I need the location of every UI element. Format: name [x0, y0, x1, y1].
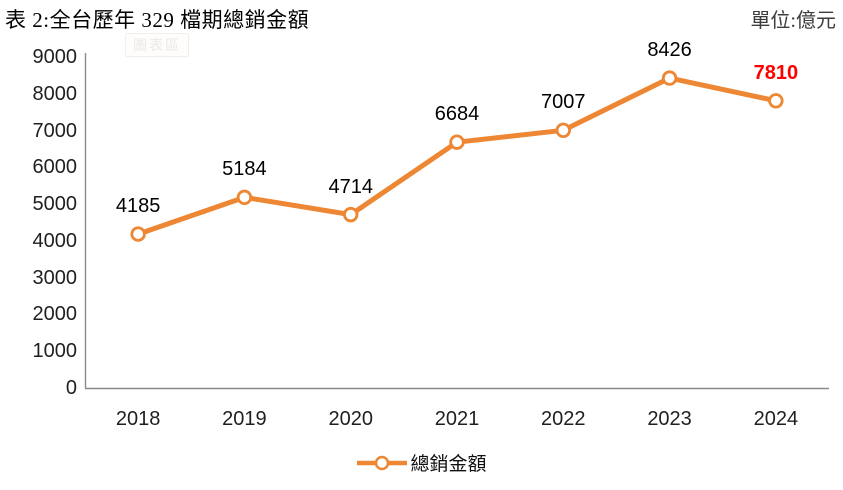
chart-legend: 總銷金額: [0, 449, 843, 476]
y-axis-tick-label: 6000: [32, 156, 78, 179]
y-axis-tick-label: 5000: [32, 193, 78, 216]
chart-title: 表 2:全台歷年 329 檔期總銷金額: [5, 8, 310, 32]
data-label: 7810: [753, 61, 799, 84]
y-axis-tick-label: 4000: [32, 229, 78, 252]
x-axis-tick-label: 2021: [434, 408, 480, 430]
y-axis-tick-label: 3000: [32, 266, 78, 289]
x-axis-tick-label: 2018: [115, 408, 161, 430]
series-line: [135, 75, 779, 237]
y-axis-tick-label: 9000: [32, 46, 78, 68]
chart-area-tooltip: 圖表區: [125, 33, 189, 57]
x-axis-tick-label: 2019: [222, 408, 267, 430]
data-point-marker: [555, 122, 571, 138]
y-axis-tick-label: 7000: [32, 119, 78, 142]
y-axis-tick-label: 8000: [32, 82, 78, 105]
data-point-marker: [236, 189, 253, 206]
y-axis-tick-label: 0: [65, 377, 77, 399]
data-point-marker: [449, 134, 465, 150]
x-axis-tick-label: 2023: [647, 408, 692, 430]
data-label: 4714: [328, 175, 373, 198]
y-axis-tick-label: 1000: [32, 340, 78, 363]
data-label: 8426: [647, 39, 692, 62]
data-point-marker: [768, 93, 784, 109]
y-axis-tick-label: 2000: [32, 303, 78, 326]
legend-label: 總銷金額: [410, 454, 487, 475]
data-point-marker: [661, 70, 678, 86]
x-axis-tick-label: 2020: [328, 408, 373, 430]
data-point-marker: [130, 226, 146, 242]
legend-line-marker-icon: [357, 455, 408, 470]
data-label: 5184: [222, 158, 267, 181]
data-label: 4185: [115, 195, 161, 218]
unit-label: 單位:億元: [750, 10, 836, 32]
x-axis-tick-label: 2022: [541, 408, 586, 430]
data-label: 7007: [541, 91, 586, 114]
chart-header: 表 2:全台歷年 329 檔期總銷金額 單位:億元: [5, 4, 836, 34]
x-axis-tick-label: 2024: [753, 408, 799, 430]
data-label: 6684: [434, 103, 480, 126]
data-point-marker: [343, 206, 359, 223]
